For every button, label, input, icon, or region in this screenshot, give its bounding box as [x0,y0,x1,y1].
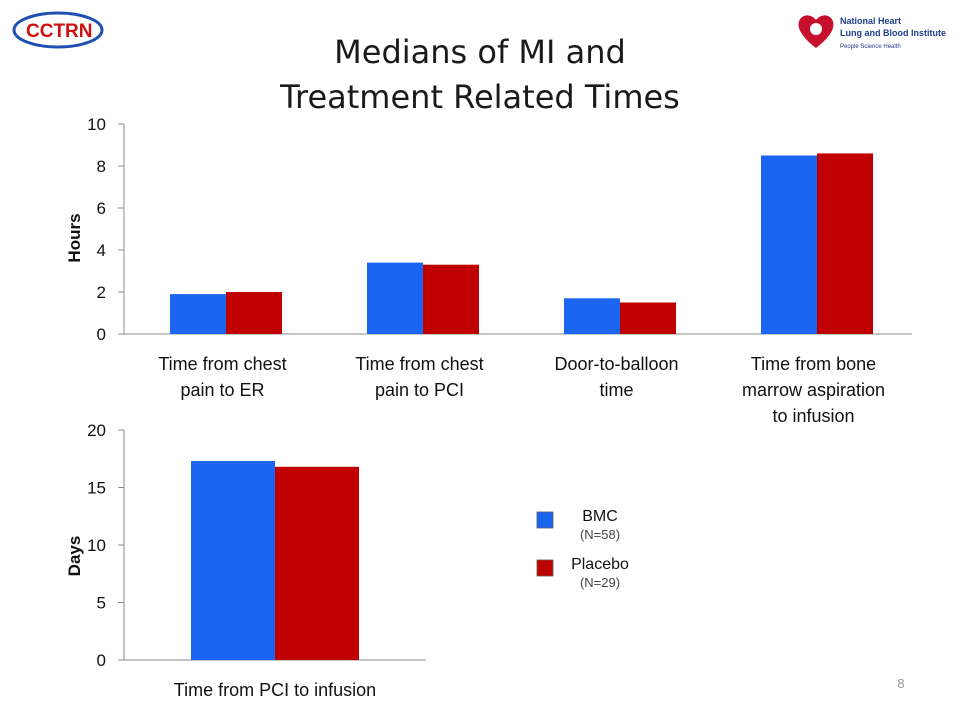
y-tick-label: 2 [97,283,106,302]
placebo-bar [817,153,873,334]
category-label: marrow aspiration [742,380,885,400]
y-axis-label: Hours [65,213,84,262]
y-tick-label: 4 [97,241,106,260]
placebo-bar [423,264,479,334]
y-tick-label: 0 [97,325,106,344]
days-chart: 0 5 10 15 20 Days Time from PCI to infusion [65,421,426,700]
y-tick-label: 8 [97,157,106,176]
category-label: Time from chest [158,354,286,374]
placebo-legend-sublabel: (N=29) [580,575,620,590]
bmc-bar [564,298,620,334]
placebo-legend-swatch [536,559,554,577]
y-tick-label: 0 [97,651,106,670]
legend: BMC (N=58) Placebo (N=29) [536,508,629,590]
y-tick-label: 20 [87,421,106,440]
bmc-legend-swatch [536,511,554,529]
title-line-1: Medians of MI and [334,33,626,71]
bmc-legend-sublabel: (N=58) [580,527,620,542]
title-line-2: Treatment Related Times [280,78,680,116]
y-tick-label: 10 [87,536,106,555]
y-tick-label: 5 [97,594,106,613]
category-label: Time from bone [751,354,876,374]
placebo-bar [275,466,359,660]
logo-ring [12,11,104,49]
logo-text: CCTRN [26,21,93,42]
placebo-legend-label: Placebo [571,556,629,573]
category-label: Time from PCI to infusion [174,680,376,700]
nhlbi-logo: National Heart Lung and Blood Institute … [792,8,952,66]
heart-inner-icon [810,23,822,35]
bmc-bar [367,262,423,334]
category-label: to infusion [772,406,854,426]
cctrn-logo: CCTRN [12,10,108,50]
hours-chart: 0 2 4 6 8 10 Hours Time from chest pain to ER Tim… [65,115,912,426]
category-label: pain to ER [180,380,264,400]
y-tick-label: 6 [97,199,106,218]
y-tick-label: 15 [87,479,106,498]
bmc-bar [191,461,275,660]
category-label: Time from chest [355,354,483,374]
placebo-bar [620,302,676,334]
page-title: Medians of MI and Treatment Related Time… [240,30,720,120]
bmc-bar [761,155,817,334]
category-label: pain to PCI [375,380,464,400]
logo-tagline: People Science Health [840,44,901,50]
bmc-legend-label: BMC [582,508,618,525]
category-label: time [599,380,633,400]
bmc-bar [170,294,226,334]
placebo-bar [226,292,282,334]
logo-line1: National Heart [840,16,901,26]
category-label: Door-to-balloon [554,354,678,374]
y-tick-label: 10 [87,115,106,134]
y-axis-label: Days [65,536,84,577]
logo-line2: Lung and Blood Institute [840,28,946,38]
page-number: 8 [897,676,905,691]
